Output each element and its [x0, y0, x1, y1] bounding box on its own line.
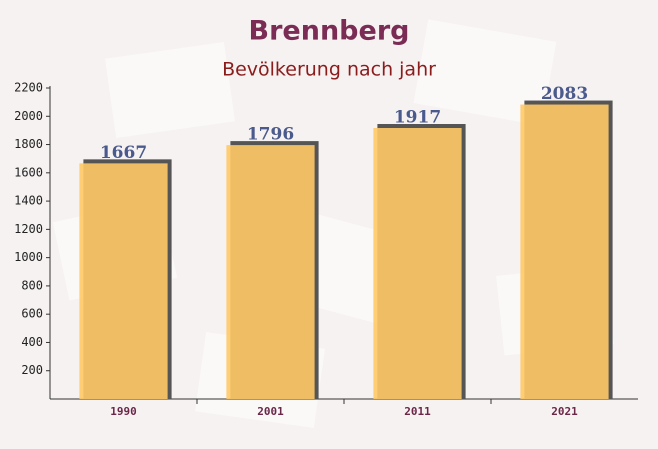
x-tick-label: 2001 — [257, 405, 284, 418]
y-tick-label: 2200 — [14, 81, 43, 95]
bar — [373, 128, 462, 399]
bar — [520, 104, 609, 399]
y-tick-label: 2000 — [14, 109, 43, 123]
chart-title: Brennberg — [249, 16, 410, 47]
y-tick-label: 400 — [21, 335, 43, 349]
y-tick-label: 1200 — [14, 222, 43, 236]
x-tick-label: 1990 — [110, 405, 137, 418]
x-tick-label: 2021 — [551, 405, 578, 418]
value-label: 1796 — [247, 125, 294, 145]
x-tick-label: 2011 — [404, 405, 431, 418]
y-tick-label: 200 — [21, 363, 43, 377]
value-label: 1667 — [100, 143, 147, 163]
value-label: 2083 — [541, 84, 588, 104]
chart-subtitle: Bevölkerung nach jahr — [222, 59, 436, 81]
y-tick-label: 1400 — [14, 194, 43, 208]
y-tick-label: 1600 — [14, 165, 43, 179]
bar — [79, 163, 168, 399]
value-label: 1917 — [394, 108, 441, 128]
y-tick-label: 1000 — [14, 250, 43, 264]
y-tick-label: 1800 — [14, 137, 43, 151]
y-tick-label: 800 — [21, 278, 43, 292]
y-tick-label: 600 — [21, 307, 43, 321]
bar — [226, 145, 315, 399]
